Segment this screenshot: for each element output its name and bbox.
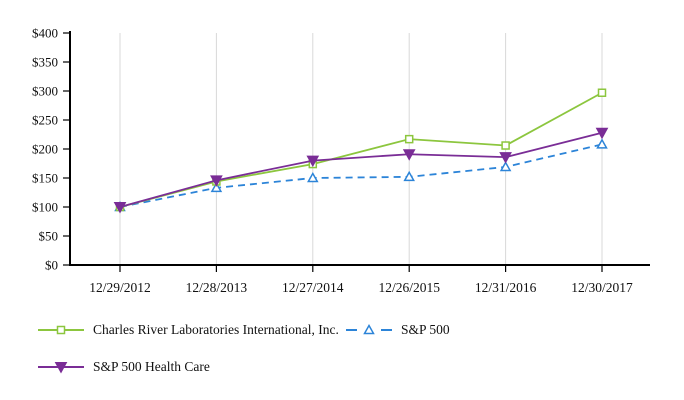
marker-triangle-up-icon: [307, 171, 319, 183]
y-tick-label: $300: [32, 84, 58, 99]
marker-triangle-down-icon: [113, 202, 127, 214]
marker-triangle-up-icon: [499, 160, 512, 172]
legend-label-sp500: S&P 500: [401, 322, 450, 337]
series-line: [119, 91, 603, 208]
x-tick-label: 12/31/2016: [475, 280, 537, 295]
marker-triangle-down-icon: [306, 155, 320, 168]
y-tick-label: $350: [32, 55, 58, 70]
x-tick-label: 12/27/2014: [282, 280, 344, 295]
marker-square-icon: [56, 325, 66, 335]
marker-triangle-up-icon: [363, 323, 375, 335]
marker-triangle-down-icon: [595, 127, 609, 140]
sp500-health-care-line-swatch-icon: [38, 362, 84, 374]
legend-row-2: S&P 500 Health Care: [38, 357, 658, 377]
legend-item-sp500-health-care: S&P 500 Health Care: [38, 359, 210, 375]
x-tick-label: 12/26/2015: [378, 280, 440, 295]
y-tick-label: $100: [32, 200, 58, 215]
marker-square-icon: [597, 88, 607, 97]
marker-triangle-up-icon: [596, 138, 608, 149]
sp500-dashed-line-swatch-icon: [346, 323, 392, 335]
marker-triangle-up-icon: [403, 170, 415, 182]
series-line: [119, 131, 603, 208]
y-tick-label: $250: [32, 113, 58, 128]
x-tick-label: 12/30/2017: [571, 280, 633, 295]
marker-triangle-down-icon: [54, 362, 68, 374]
charles-river-line-swatch-icon: [38, 325, 84, 335]
y-tick-label: $0: [45, 258, 58, 273]
y-tick-label: $150: [32, 171, 58, 186]
x-tick-label: 12/28/2013: [186, 280, 248, 295]
legend-label-sp500-health-care: S&P 500 Health Care: [93, 359, 210, 374]
y-tick-label: $200: [32, 142, 58, 157]
legend-item-sp500: S&P 500: [346, 322, 450, 338]
marker-triangle-down-icon: [499, 152, 512, 164]
marker-triangle-up-icon: [210, 181, 223, 193]
chart-legend: Charles River Laboratories International…: [38, 320, 658, 377]
marker-triangle-down-icon: [402, 149, 416, 161]
marker-square-icon: [501, 141, 510, 150]
x-tick-label: 12/29/2012: [89, 280, 151, 295]
plot-area: $0 $50 $100 $150 $200 $250 $300 $350 $400 12/29/2…: [32, 26, 650, 295]
y-tick-label: $50: [39, 229, 59, 244]
series-line: [119, 143, 603, 208]
marker-square-icon: [404, 134, 414, 144]
marker-triangle-down-icon: [210, 175, 223, 187]
legend-row-1: Charles River Laboratories International…: [38, 320, 658, 340]
y-tick-label: $400: [32, 26, 58, 41]
legend-item-charles-river: Charles River Laboratories International…: [38, 322, 346, 338]
legend-label-charles-river: Charles River Laboratories International…: [93, 322, 339, 337]
